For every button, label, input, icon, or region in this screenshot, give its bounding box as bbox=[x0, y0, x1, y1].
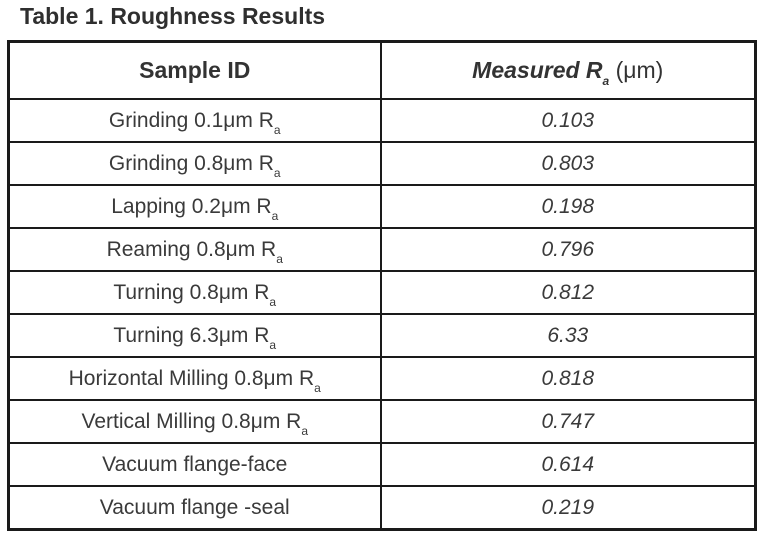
header-measured-subscript: a bbox=[602, 74, 610, 88]
sample-id-text: Vertical Milling 0.8μm R bbox=[81, 409, 302, 433]
measured-value-cell: 6.33 bbox=[379, 313, 757, 358]
measured-value-cell: 0.796 bbox=[379, 227, 757, 272]
measured-value-cell: 0.812 bbox=[379, 270, 757, 315]
header-measured-label: Measured R bbox=[472, 57, 603, 83]
sample-id-cell: Turning 6.3μm Ra bbox=[7, 313, 382, 358]
sample-id-subscript: a bbox=[314, 380, 321, 395]
measured-value-cell: 0.747 bbox=[379, 399, 757, 444]
sample-id-text: Lapping 0.2μm R bbox=[111, 194, 272, 218]
sample-id-text: Vacuum flange-face bbox=[102, 452, 288, 476]
sample-id-subscript: a bbox=[273, 165, 281, 180]
sample-id-text: Turning 6.3μm R bbox=[113, 323, 270, 347]
sample-id-text: Horizontal Milling 0.8μm R bbox=[68, 366, 315, 390]
header-measured-ra: Measured Ra (μm) bbox=[379, 40, 757, 100]
table-header-row: Sample ID Measured Ra (μm) bbox=[7, 40, 757, 100]
table-row: Reaming 0.8μm Ra 0.796 bbox=[7, 227, 757, 272]
sample-id-cell: Grinding 0.1μm Ra bbox=[7, 98, 382, 143]
sample-id-cell: Turning 0.8μm Ra bbox=[7, 270, 382, 315]
sample-id-cell: Horizontal Milling 0.8μm Ra bbox=[7, 356, 382, 401]
table-row: Vertical Milling 0.8μm Ra 0.747 bbox=[7, 399, 757, 444]
sample-id-subscript: a bbox=[273, 122, 281, 137]
roughness-results-table: Sample ID Measured Ra (μm) Grinding 0.1μ… bbox=[7, 40, 757, 531]
table-row: Lapping 0.2μm Ra 0.198 bbox=[7, 184, 757, 229]
table-caption: Table 1. Roughness Results bbox=[20, 3, 326, 29]
table-row: Turning 6.3μm Ra 6.33 bbox=[7, 313, 757, 358]
sample-id-cell: Vertical Milling 0.8μm Ra bbox=[7, 399, 382, 444]
header-sample-id: Sample ID bbox=[7, 40, 382, 100]
measured-value-cell: 0.818 bbox=[379, 356, 757, 401]
sample-id-cell: Reaming 0.8μm Ra bbox=[7, 227, 382, 272]
header-unit: (μm) bbox=[615, 57, 664, 83]
sample-id-text: Reaming 0.8μm R bbox=[106, 237, 277, 261]
sample-id-cell: Vacuum flange-face bbox=[7, 442, 382, 487]
sample-id-text: Grinding 0.8μm R bbox=[108, 151, 274, 175]
table-row: Horizontal Milling 0.8μm Ra 0.818 bbox=[7, 356, 757, 401]
sample-id-text: Vacuum flange -seal bbox=[99, 495, 290, 519]
sample-id-subscript: a bbox=[269, 294, 277, 309]
sample-id-text: Turning 0.8μm R bbox=[113, 280, 270, 304]
sample-id-subscript: a bbox=[269, 337, 277, 352]
table-row: Vacuum flange-face 0.614 bbox=[7, 442, 757, 487]
sample-id-cell: Lapping 0.2μm Ra bbox=[7, 184, 382, 229]
sample-id-cell: Vacuum flange -seal bbox=[7, 485, 382, 531]
measured-value-cell: 0.803 bbox=[379, 141, 757, 186]
sample-id-text: Grinding 0.1μm R bbox=[108, 108, 274, 132]
table-row: Grinding 0.8μm Ra 0.803 bbox=[7, 141, 757, 186]
sample-id-subscript: a bbox=[301, 423, 309, 438]
measured-value-cell: 0.219 bbox=[379, 485, 757, 531]
sample-id-cell: Grinding 0.8μm Ra bbox=[7, 141, 382, 186]
measured-value-cell: 0.198 bbox=[379, 184, 757, 229]
measured-value-cell: 0.614 bbox=[379, 442, 757, 487]
sample-id-subscript: a bbox=[276, 251, 283, 266]
table-row: Grinding 0.1μm Ra 0.103 bbox=[7, 98, 757, 143]
measured-value-cell: 0.103 bbox=[379, 98, 757, 143]
sample-id-subscript: a bbox=[271, 208, 279, 223]
table-row: Vacuum flange -seal 0.219 bbox=[7, 485, 757, 531]
table-row: Turning 0.8μm Ra 0.812 bbox=[7, 270, 757, 315]
